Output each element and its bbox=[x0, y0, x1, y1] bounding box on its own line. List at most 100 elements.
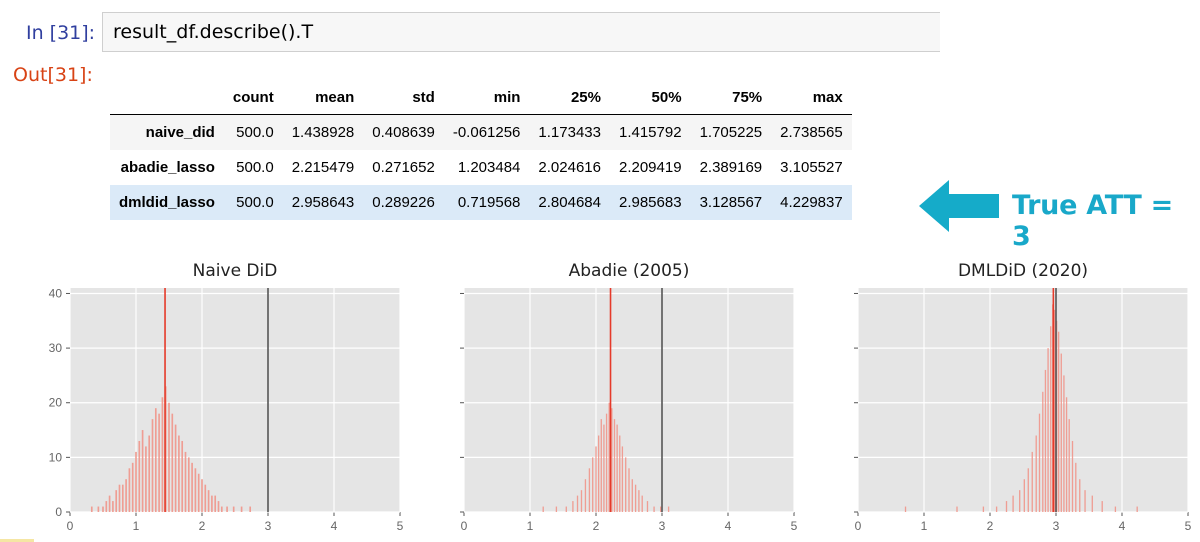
histogram-bar bbox=[576, 495, 579, 512]
histogram-bar bbox=[105, 501, 108, 512]
histogram-bar bbox=[191, 462, 193, 512]
histogram-bar bbox=[1084, 490, 1086, 512]
table-cell: 3.105527 bbox=[780, 159, 843, 176]
table-cell: 2.985683 bbox=[618, 194, 682, 211]
histogram-bar bbox=[178, 435, 180, 512]
histogram-bar bbox=[628, 468, 630, 512]
histogram-bar bbox=[631, 479, 633, 512]
histogram-bar bbox=[1035, 435, 1037, 512]
left-arrow-icon bbox=[919, 180, 999, 232]
histogram-bar bbox=[1079, 479, 1081, 512]
histogram-bar bbox=[138, 440, 141, 512]
index-header bbox=[110, 80, 224, 115]
x-tick-label: 4 bbox=[725, 519, 732, 533]
column-header: min bbox=[443, 80, 530, 115]
histogram-bar bbox=[220, 506, 223, 512]
column-header: mean bbox=[282, 80, 364, 115]
histogram-bar bbox=[956, 506, 958, 512]
row-index: dmldid_lasso bbox=[119, 194, 215, 211]
table-header-row: count mean std min 25% 50% 75% max bbox=[110, 80, 852, 115]
histogram-bar bbox=[1005, 501, 1008, 512]
y-tick-label: 0 bbox=[55, 505, 62, 519]
histogram-bar bbox=[572, 501, 574, 512]
histogram-abadie: Abadie (2005) 0 1 2 3 4 5 bbox=[460, 261, 798, 533]
histogram-bar bbox=[597, 435, 600, 512]
column-header: count bbox=[223, 80, 283, 115]
histogram-bar bbox=[1044, 369, 1047, 512]
table-cell: 0.289226 bbox=[372, 194, 435, 211]
histogram-bar bbox=[125, 479, 127, 512]
table-cell: 500.0 bbox=[236, 159, 274, 176]
histogram-bar bbox=[112, 501, 114, 512]
x-tick-label: 1 bbox=[527, 519, 534, 533]
histogram-bar bbox=[131, 462, 134, 512]
histogram-bar bbox=[184, 451, 187, 512]
x-tick-label: 3 bbox=[1053, 519, 1060, 533]
histogram-bar bbox=[608, 402, 610, 512]
chart-title: Naive DiD bbox=[193, 261, 278, 281]
histogram-bar bbox=[611, 408, 613, 512]
histogram-bar bbox=[135, 451, 137, 512]
table-cell: 1.415792 bbox=[618, 124, 682, 141]
histogram-bar bbox=[197, 473, 200, 512]
table-cell: 2.215479 bbox=[291, 159, 355, 176]
histogram-bar bbox=[595, 446, 597, 512]
y-tick-label: 40 bbox=[49, 286, 63, 300]
histogram-dmldid: DMLDiD (2020) 0 1 2 3 4 5 bbox=[854, 261, 1192, 533]
histogram-bar bbox=[204, 484, 207, 512]
x-tick-label: 0 bbox=[67, 519, 74, 533]
histogram-bar bbox=[1114, 506, 1117, 512]
histogram-bar bbox=[616, 424, 618, 512]
histogram-bar bbox=[194, 468, 197, 512]
column-header: max bbox=[771, 80, 852, 115]
table-cell: 2.958643 bbox=[291, 194, 355, 211]
column-header: 25% bbox=[529, 80, 610, 115]
histogram-bar bbox=[214, 495, 217, 512]
histogram-bar bbox=[634, 484, 637, 512]
histogram-bar bbox=[1038, 413, 1041, 512]
table-cell: 3.128567 bbox=[699, 194, 763, 211]
table-cell: 0.408639 bbox=[372, 124, 435, 141]
histogram-bar bbox=[207, 490, 210, 512]
histogram-bar bbox=[161, 397, 164, 512]
y-tick-label: 20 bbox=[49, 396, 63, 410]
table-row-highlighted: dmldid_lasso 500.0 2.958643 0.289226 0.7… bbox=[110, 185, 852, 220]
histogram-naive-did: Naive DiD 0 1 2 3 4 5 0 10 20 30 40 bbox=[49, 261, 404, 533]
histogram-bar bbox=[141, 430, 144, 512]
column-header: 75% bbox=[690, 80, 772, 115]
histogram-bar bbox=[211, 495, 213, 512]
table-row: naive_did 500.0 1.438928 0.408639 -0.061… bbox=[110, 114, 852, 150]
input-prompt: In [31]: bbox=[26, 22, 96, 44]
histogram-bar bbox=[1071, 440, 1074, 512]
histogram-bar bbox=[1075, 462, 1077, 512]
code-cell-input[interactable]: result_df.describe().T bbox=[102, 12, 940, 52]
histogram-bar bbox=[1057, 331, 1060, 512]
true-att-annotation: True ATT = 3 bbox=[1012, 190, 1173, 252]
describe-table: count mean std min 25% 50% 75% max naive… bbox=[110, 80, 852, 220]
histogram-bar bbox=[641, 495, 643, 512]
table-cell: 1.438928 bbox=[291, 124, 355, 141]
histogram-bar bbox=[1031, 451, 1033, 512]
histogram-bar bbox=[158, 413, 160, 512]
histogram-bar bbox=[660, 506, 662, 512]
x-tick-label: 0 bbox=[461, 519, 468, 533]
histogram-bar bbox=[1136, 506, 1138, 512]
histogram-bar bbox=[240, 506, 243, 512]
y-tick-label: 30 bbox=[49, 341, 63, 355]
histogram-bar bbox=[1012, 495, 1014, 512]
histogram-bar bbox=[145, 446, 147, 512]
histogram-bar bbox=[904, 506, 907, 512]
histogram-bar bbox=[102, 506, 104, 512]
histogram-bar bbox=[1054, 309, 1056, 512]
histogram-bar bbox=[249, 506, 252, 512]
histogram-bar bbox=[201, 479, 203, 512]
table-cell: 2.389169 bbox=[699, 159, 763, 176]
table-cell: 0.719568 bbox=[457, 194, 521, 211]
histogram-bar bbox=[1042, 391, 1044, 512]
table-cell: 500.0 bbox=[236, 124, 274, 141]
column-header: std bbox=[363, 80, 444, 115]
histogram-bar bbox=[97, 506, 100, 512]
table-cell: 0.271652 bbox=[372, 159, 435, 176]
chart-title: Abadie (2005) bbox=[569, 261, 690, 281]
histogram-bar bbox=[646, 501, 649, 512]
